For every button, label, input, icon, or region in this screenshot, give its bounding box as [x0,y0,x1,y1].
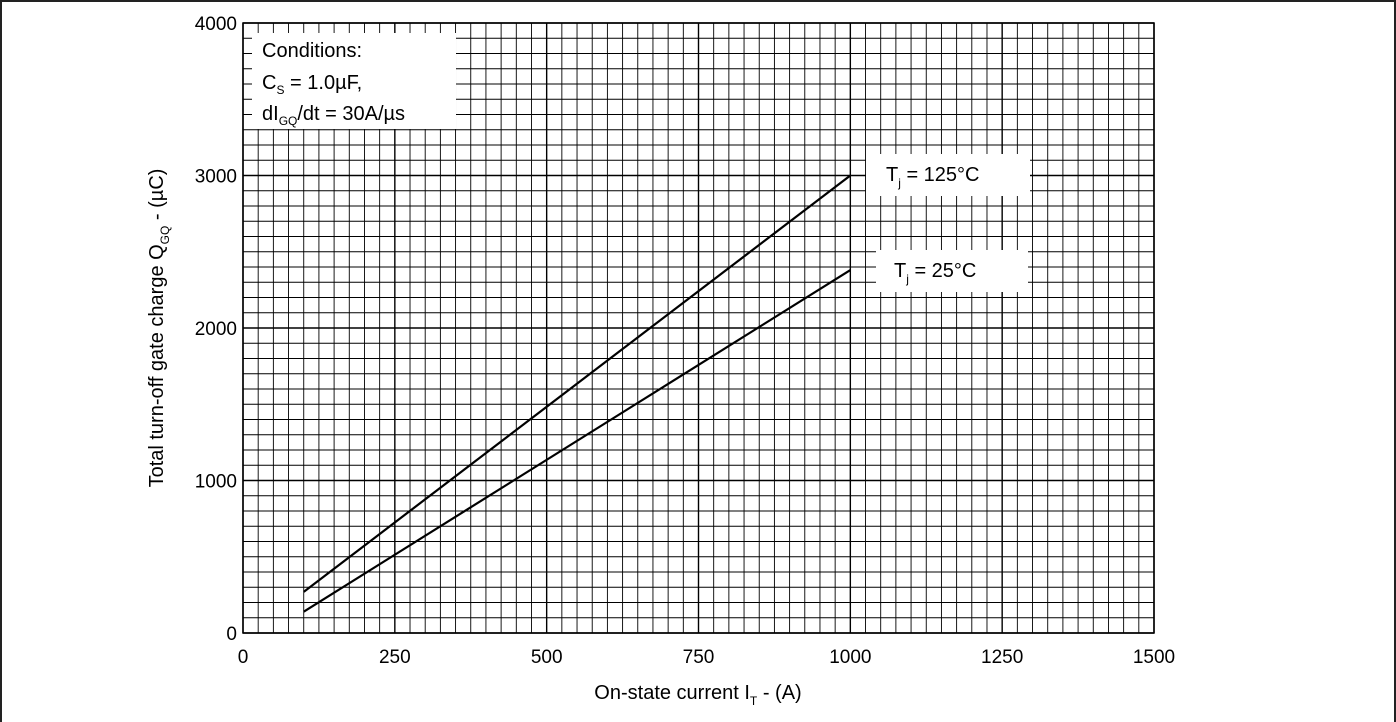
x-axis-title: On-state current IT - (A) [594,682,801,708]
conditions-box: Conditions: CS = 1.0µF, dIGQ/dt = 30A/µs [252,33,456,129]
x-tick-labels: 0 250 500 750 1000 1250 1500 [238,647,1175,668]
x-tick-label: 750 [683,647,715,668]
series-label-25-text: Tj = 25°C [894,260,976,286]
y-tick-label: 0 [226,624,237,645]
series-line-0 [303,174,851,593]
x-tick-label: 250 [379,647,411,668]
conditions-line-2: dIGQ/dt = 30A/µs [262,103,405,128]
x-tick-label: 500 [531,647,563,668]
x-tick-label: 1250 [981,647,1023,668]
y-tick-labels: 0 1000 2000 3000 4000 [195,14,237,645]
y-axis-title: Total turn-off gate charge QGQ - (µC) [146,169,172,488]
y-tick-label: 3000 [195,167,237,188]
x-tick-label: 1500 [1133,647,1175,668]
series-lines [303,174,851,613]
x-tick-label: 1000 [829,647,871,668]
conditions-line-1: CS = 1.0µF, [262,72,362,97]
series-label-25: Tj = 25°C [876,250,1028,292]
series-label-125: Tj = 125°C [866,154,1030,196]
y-tick-label: 4000 [195,14,237,35]
x-tick-label: 0 [238,647,249,668]
y-tick-label: 1000 [195,472,237,493]
series-line-1 [303,269,851,613]
series-label-125-text: Tj = 125°C [886,164,980,190]
y-tick-label: 2000 [195,319,237,340]
conditions-title: Conditions: [262,40,362,62]
plot-border [242,22,1155,634]
